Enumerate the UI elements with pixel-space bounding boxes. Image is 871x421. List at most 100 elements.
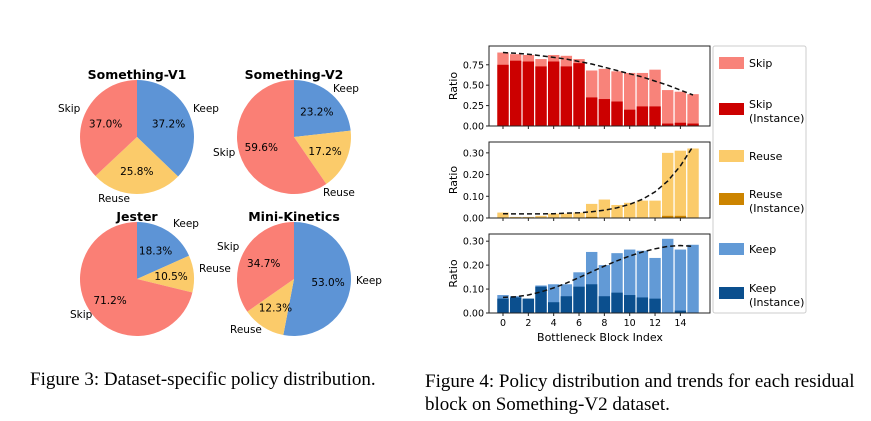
pie-category-label: Skip	[70, 309, 93, 321]
figure4-caption: Figure 4: Policy distribution and trends…	[425, 371, 855, 415]
pie-percent-label: 12.3%	[259, 303, 292, 315]
bar-instance	[649, 298, 661, 313]
bar-instance	[560, 296, 573, 313]
legend-item-skip: Skip	[719, 57, 772, 70]
y-tick-label: 0.25	[463, 101, 484, 112]
pie-slice-skip	[80, 80, 137, 177]
bar	[662, 90, 674, 126]
axes-frame	[488, 233, 711, 314]
bar	[687, 244, 699, 313]
pie-category-label: Keep	[193, 103, 219, 115]
bar-instance	[547, 302, 560, 313]
x-tick-label: 14	[674, 318, 686, 329]
bar	[674, 91, 687, 126]
bar-instance	[509, 60, 522, 126]
x-tick-label: 0	[500, 318, 506, 329]
bar	[598, 68, 611, 126]
bar	[560, 213, 573, 218]
x-tick-label: 12	[649, 318, 661, 329]
y-tick-label: 0.00	[463, 309, 484, 320]
legend-item-keep-instance: Keep(Instance)	[719, 282, 804, 309]
bar	[649, 257, 661, 313]
bar-instance	[624, 295, 636, 313]
bar	[674, 249, 687, 313]
trend-line	[502, 51, 694, 96]
pie-category-label: Keep	[333, 83, 359, 95]
legend-swatch	[719, 57, 744, 69]
pie-slice-reuse	[95, 137, 179, 195]
pie-category-label: Reuse	[199, 263, 231, 275]
bar-instance	[611, 101, 623, 126]
pie-chart-3: Jester 18.3% Keep 10.5% Reuse 71.2%Skip	[70, 209, 231, 336]
legend-swatch	[719, 243, 744, 255]
bar-instance	[598, 296, 611, 313]
pie-category-label: Reuse	[230, 324, 262, 336]
bar	[598, 199, 611, 218]
x-tick-label: 4	[551, 318, 557, 329]
pie-percent-label: 25.8%	[120, 166, 153, 178]
trend-line	[502, 244, 694, 299]
bar-instance	[687, 123, 699, 126]
bar	[573, 212, 585, 218]
y-axis-label: Ratio	[447, 259, 460, 288]
bar-instance	[509, 297, 522, 313]
pie-slice-reuse	[137, 255, 194, 293]
pie-slice-keep	[137, 79, 195, 177]
bar-instance	[598, 99, 611, 126]
bar-instance	[535, 286, 547, 313]
y-tick-label: 0.10	[463, 285, 484, 296]
axes-frame	[488, 45, 711, 127]
bar-instance	[573, 63, 585, 126]
bar	[636, 200, 649, 218]
bar-instance	[585, 97, 598, 126]
bar-instance	[522, 298, 535, 313]
pie-category-label: Skip	[58, 103, 81, 115]
y-tick-label: 0.30	[463, 237, 484, 248]
pie-category-label: Keep	[356, 275, 382, 287]
legend-label: Skip	[749, 57, 772, 70]
bar	[662, 152, 674, 218]
pie-category-label: Keep	[173, 218, 199, 230]
bar-instance	[674, 215, 687, 218]
figure4-legend: SkipSkip(Instance)ReuseReuse(Instance)Ke…	[712, 45, 807, 314]
legend-item-reuse: Reuse	[719, 150, 783, 163]
bar	[522, 216, 535, 218]
bar-instance	[649, 106, 661, 126]
pie-category-label: Reuse	[98, 193, 130, 205]
x-tick-label: 8	[601, 318, 607, 329]
legend-label: Keep	[749, 243, 776, 256]
legend-label: Keep	[749, 282, 776, 295]
legend-item-skip-instance: Skip(Instance)	[719, 98, 804, 125]
bar-instance	[535, 66, 547, 126]
bar-instance	[547, 61, 560, 127]
pie-title: Mini-Kinetics	[248, 209, 340, 224]
pie-slice-skip	[79, 222, 193, 336]
pie-percent-label: 59.6%	[245, 142, 278, 154]
y-tick-label: 0.00	[463, 214, 484, 225]
pie-chart-4: Mini-Kinetics 53.0% Keep 12.3% Reuse 34.7% Ski…	[217, 209, 382, 336]
legend-label-sub: (Instance)	[749, 112, 804, 125]
pie-percent-label: 10.5%	[154, 271, 187, 283]
y-tick-label: 0.00	[463, 122, 484, 133]
pie-slice-keep	[137, 222, 190, 279]
bar-instance	[624, 109, 636, 126]
bar	[636, 72, 649, 126]
legend-swatch	[719, 287, 744, 299]
y-axis-label: Ratio	[447, 166, 460, 195]
bar	[547, 213, 560, 218]
pie-category-label: Skip	[217, 241, 240, 253]
bar-instance	[636, 297, 649, 313]
y-tick-label: 0.20	[463, 261, 484, 272]
bar-instance	[522, 61, 535, 127]
bar-instance	[497, 298, 509, 313]
pie-slice-reuse	[294, 130, 352, 184]
bar-instance	[636, 106, 649, 126]
pie-percent-label: 37.0%	[89, 118, 122, 130]
pie-percent-label: 17.2%	[308, 146, 341, 158]
legend-label: Skip	[749, 98, 772, 111]
bar-instance	[662, 123, 674, 126]
